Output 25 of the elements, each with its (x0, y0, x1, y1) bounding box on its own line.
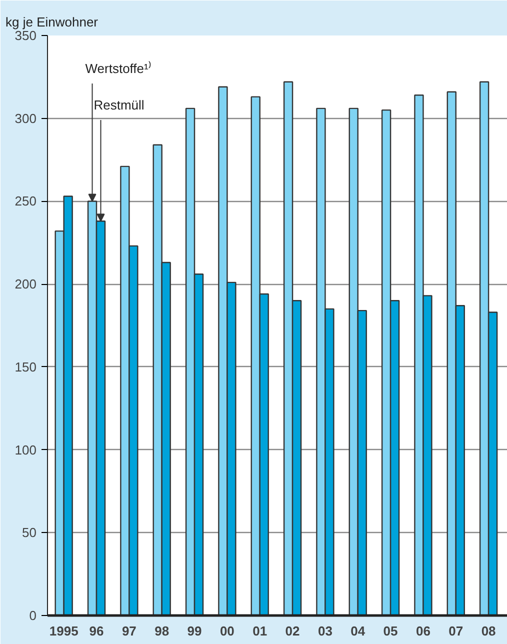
x-tick-label: 99 (187, 624, 202, 638)
y-tick-label: 50 (22, 525, 37, 540)
x-tick-label: 02 (285, 624, 300, 638)
x-tick-label: 08 (481, 624, 496, 638)
y-tick-label: 200 (14, 276, 37, 292)
y-tick-label: 350 (14, 28, 37, 43)
x-tick-label: 03 (318, 624, 332, 638)
x-tick-label: 96 (89, 624, 104, 638)
text: Wertstoffe¹⁾ (85, 61, 152, 76)
x-tick-label: 07 (448, 624, 464, 638)
x-tick-label: 97 (122, 624, 136, 638)
x-tick-label: 04 (350, 624, 366, 638)
y-tick-label: 300 (14, 110, 37, 126)
x-tick-label: 00 (220, 624, 234, 638)
x-tick-label: 05 (383, 624, 398, 638)
x-tick-label: 06 (416, 624, 430, 638)
x-tick-label: 98 (154, 624, 170, 638)
y-tick-label: 250 (14, 194, 37, 209)
text: Restmüll (94, 98, 144, 113)
x-tick-label: 01 (252, 624, 268, 638)
x-tick-label: 1995 (49, 624, 78, 638)
y-tick-label: 0 (29, 608, 37, 623)
y-tick-label: 150 (14, 359, 37, 374)
y-tick-label: 100 (14, 442, 37, 458)
y-axis-title: kg je Einwohner (6, 14, 99, 30)
